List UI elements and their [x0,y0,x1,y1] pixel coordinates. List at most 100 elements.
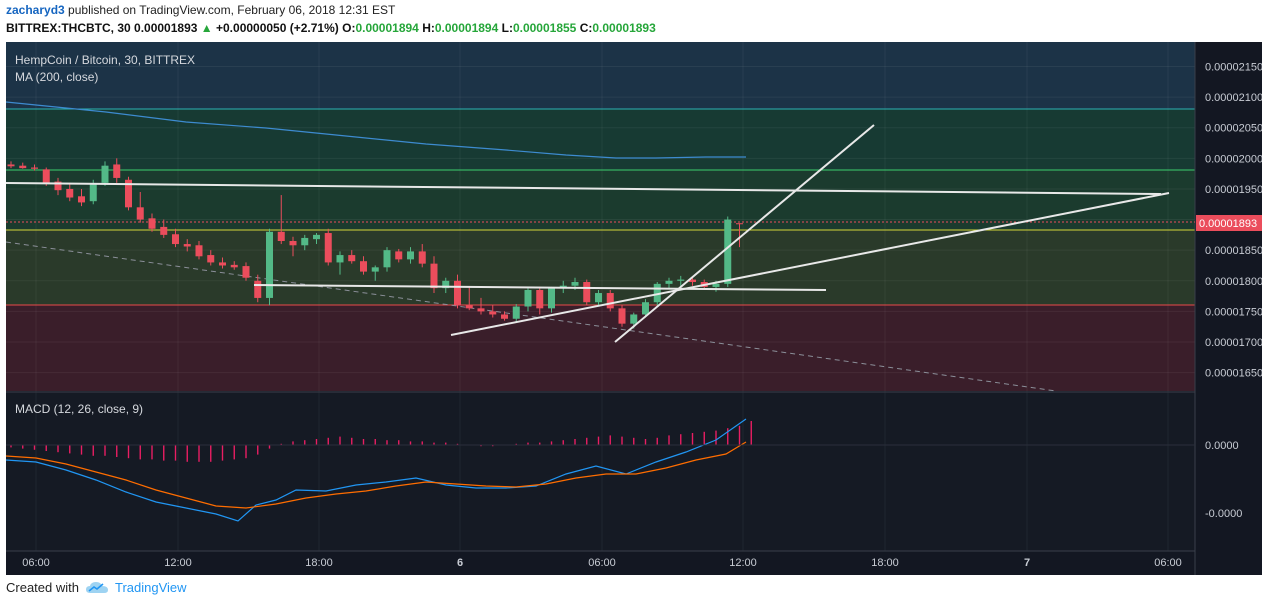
ma-indicator-label: MA (200, close) [15,70,98,84]
candle-body[interactable] [7,164,15,167]
candle-body[interactable] [477,308,485,312]
macd-title: MACD (12, 26, close, 9) [15,402,143,416]
resistance-line[interactable] [5,182,1162,195]
candle-body[interactable] [736,223,743,225]
change-value: +0.00000050 (+2.71%) [216,21,339,35]
candle-body[interactable] [183,244,191,247]
candle-body[interactable] [724,219,732,284]
candles [7,158,743,329]
candle-body[interactable] [160,226,168,235]
high-label: H: [422,21,435,35]
candle-body[interactable] [242,266,250,278]
price-tick-label: 0.00001750 [1205,306,1262,318]
candle-body[interactable] [489,311,497,315]
candle-body[interactable] [595,293,602,303]
candle-body[interactable] [606,293,614,309]
candle-body[interactable] [219,262,226,266]
pane-title: HempCoin / Bitcoin, 30, BITTREX [15,53,195,67]
candle-body[interactable] [19,165,27,169]
candle-body[interactable] [407,251,414,260]
candle-body[interactable] [618,308,626,324]
rising-trend-line[interactable] [450,192,1170,336]
candle-body[interactable] [136,207,144,220]
candle-body[interactable] [348,255,356,262]
candle-body[interactable] [418,251,426,264]
steep-trend-line[interactable] [614,124,875,343]
zone-green-2 [6,170,1195,230]
signal-line[interactable] [5,441,747,509]
candle-body[interactable] [89,184,97,202]
price-tick-label: 0.00001950 [1205,184,1262,196]
candle-body[interactable] [101,165,109,183]
candle-body[interactable] [125,179,132,208]
candle-body[interactable] [113,164,121,178]
candle-body[interactable] [195,245,203,257]
chart-svg[interactable]: HempCoin / Bitcoin, 30, BITTREX MA (200,… [5,42,1263,575]
candle-body[interactable] [430,263,438,289]
tradingview-cloud-icon [85,581,108,593]
candle-body[interactable] [642,302,649,315]
candle-body[interactable] [395,251,403,260]
change-up-icon: ▲ [200,21,213,35]
grid [6,42,1195,551]
time-axis[interactable]: 06:00 12:00 18:00 6 06:00 12:00 18:00 7 06:00 [22,557,1182,569]
low-label: L: [501,21,513,35]
last-price: 0.00001893 [134,21,198,35]
footer: Created with TradingView [6,580,187,595]
candle-body[interactable] [501,314,508,319]
macd-background [6,392,1195,551]
candle-body[interactable] [383,250,391,268]
candle-body[interactable] [583,282,591,303]
candle-body[interactable] [324,233,332,263]
published-text: published on TradingView.com, February 0… [68,3,396,17]
macd-line[interactable] [5,418,747,522]
candle-body[interactable] [524,289,532,307]
candle-body[interactable] [78,196,85,203]
candle-body[interactable] [301,237,309,246]
chart-area[interactable]: HempCoin / Bitcoin, 30, BITTREX MA (200,… [5,42,1263,575]
candle-body[interactable] [548,288,555,309]
candle-body[interactable] [536,289,544,309]
candle-body[interactable] [442,280,450,289]
zone-olive [6,230,1195,305]
candle-body[interactable] [677,279,685,281]
zone-red [6,305,1195,391]
dashed-trend-line[interactable] [5,241,1057,392]
candle-body[interactable] [465,305,473,309]
candle-body[interactable] [148,218,156,229]
candle-body[interactable] [630,314,638,324]
candle-body[interactable] [31,167,38,169]
candle-body[interactable] [172,234,179,245]
candle-body[interactable] [712,283,720,287]
candle-body[interactable] [371,267,379,272]
candle-body[interactable] [360,261,367,272]
zone-green-1 [6,109,1195,170]
candle-body[interactable] [665,280,673,284]
candle-body[interactable] [230,264,238,268]
candle-body[interactable] [571,282,579,286]
candle-body[interactable] [254,280,262,298]
time-tick-label: 6 [457,557,463,569]
author-link[interactable]: zacharyd3 [6,3,65,17]
candle-body[interactable] [207,255,215,263]
candle-body[interactable] [336,255,344,263]
candle-body[interactable] [454,280,461,306]
candle-body[interactable] [54,181,62,191]
candle-body[interactable] [689,279,696,283]
candle-body[interactable] [66,188,74,198]
candle-body[interactable] [512,306,520,319]
time-tick-label: 12:00 [729,557,757,569]
candle-body[interactable] [653,283,661,303]
candle-body[interactable] [42,169,50,183]
publish-line: zacharyd3 published on TradingView.com, … [6,3,395,17]
zone-top [6,42,1195,109]
candle-body[interactable] [277,231,285,241]
ma-200-line[interactable] [5,101,746,159]
candle-body[interactable] [313,234,320,240]
candle-body[interactable] [289,240,297,246]
candle-body[interactable] [266,231,273,298]
price-tick-label: 0.00001700 [1205,337,1262,349]
tradingview-link[interactable]: TradingView [114,580,187,595]
support-line[interactable] [253,284,827,291]
last-price-badge [1196,215,1262,231]
